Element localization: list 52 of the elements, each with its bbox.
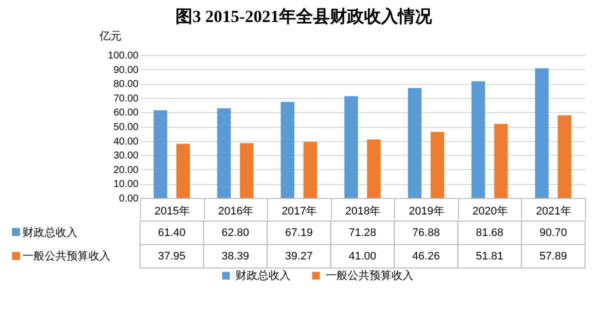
bar xyxy=(280,102,294,198)
x-tick-label: 2018年 xyxy=(345,206,381,218)
bar xyxy=(408,88,422,198)
x-tick-label: 2020年 xyxy=(472,206,508,218)
y-tick-label: 90.00 xyxy=(113,64,139,76)
y-tick-label: 80.00 xyxy=(113,79,139,90)
y-tick-label: 10.00 xyxy=(113,179,139,190)
data-label: 39.27 xyxy=(285,250,313,262)
data-label: 81.68 xyxy=(476,226,504,239)
bar xyxy=(176,144,190,198)
x-tick-label: 2021年 xyxy=(536,206,572,218)
bar xyxy=(217,108,231,198)
y-tick-label: 30.00 xyxy=(113,150,139,162)
text: 一般公共预算收入 xyxy=(22,250,110,262)
bar xyxy=(367,139,381,198)
chart-title: 图3 2015-2021年全县财政收入情况 xyxy=(176,7,433,26)
x-tick-label: 2016年 xyxy=(218,206,254,218)
data-label: 57.89 xyxy=(539,250,567,262)
y-tick-label: 20.00 xyxy=(113,164,139,176)
data-label: 71.28 xyxy=(348,226,376,239)
legend-label: 财政总收入 xyxy=(236,268,290,282)
y-tick-label: 60.00 xyxy=(113,108,139,119)
y-tick-label: 100.00 xyxy=(108,50,139,62)
data-label: 37.95 xyxy=(158,250,186,262)
bar xyxy=(154,110,168,198)
bar xyxy=(344,96,358,198)
bar xyxy=(303,142,318,198)
y-tick-label: 0.00 xyxy=(119,194,139,204)
data-label: 46.26 xyxy=(412,250,440,262)
bar xyxy=(430,132,444,198)
data-label: 90.70 xyxy=(539,226,567,239)
bar xyxy=(558,115,572,198)
bar xyxy=(494,124,508,198)
y-tick-label: 40.00 xyxy=(113,136,139,148)
bar xyxy=(471,81,486,198)
y-tick-label: 70.00 xyxy=(113,93,139,104)
x-tick-label: 2019年 xyxy=(408,206,444,218)
text: 财政总收入 xyxy=(22,226,78,239)
data-label: 76.88 xyxy=(412,226,440,239)
x-tick-label: 2017年 xyxy=(282,206,318,218)
x-tick-label: 2015年 xyxy=(154,206,190,218)
data-label: 62.80 xyxy=(222,226,250,239)
data-label: 61.40 xyxy=(158,226,186,239)
bar xyxy=(240,143,254,198)
data-label: 67.19 xyxy=(285,226,313,239)
data-label: 38.39 xyxy=(222,250,250,262)
y-axis-title: 亿元 xyxy=(98,30,122,42)
legend-label: 一般公共预算收入 xyxy=(326,268,414,282)
data-label: 51.81 xyxy=(476,250,504,262)
y-tick-label: 50.00 xyxy=(113,122,139,133)
data-label: 41.00 xyxy=(348,250,376,262)
bar xyxy=(535,68,549,198)
